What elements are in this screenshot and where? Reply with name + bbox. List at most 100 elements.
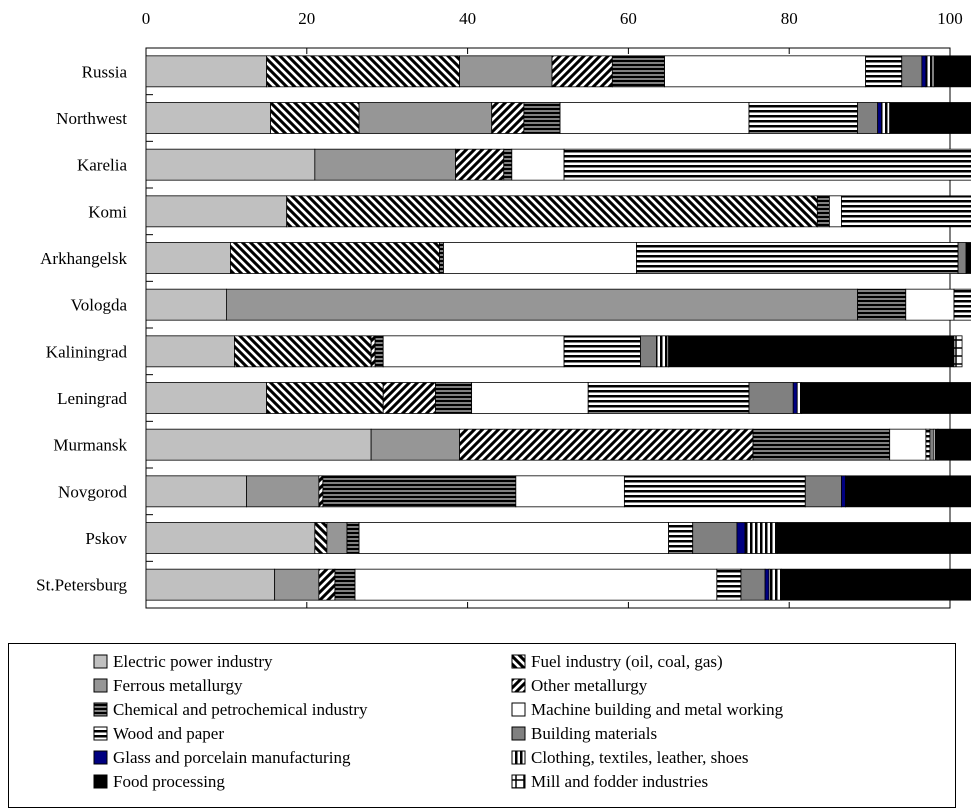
bar-segment-wood-and-paper <box>841 195 971 228</box>
bar-segment-machine-building-and-metal-working <box>511 148 565 181</box>
bar-segment-fuel-industry-oil-coal-gas <box>230 242 440 274</box>
bar-segment-wood-and-paper <box>587 382 750 414</box>
x-tick-label: 40 <box>459 9 476 28</box>
bar-segment-ferrous-metallurgy <box>358 102 493 134</box>
bar-segment-glass-and-porcelain-manufacturing <box>736 522 746 554</box>
category-label: Kaliningrad <box>46 342 128 361</box>
bar-segment-clothing-textiles-leather-shoes <box>881 102 891 134</box>
bar-segment-clothing-textiles-leather-shoes <box>796 382 802 414</box>
bar-segment-chemical-and-petrochemical-industry <box>334 568 356 601</box>
x-tick-label: 0 <box>142 9 151 28</box>
category-label: Russia <box>82 62 128 81</box>
bar-segment-machine-building-and-metal-working <box>515 475 625 508</box>
bar-segment-chemical-and-petrochemical-industry <box>611 55 665 88</box>
bar-segment-machine-building-and-metal-working <box>471 382 589 414</box>
bar-segment-machine-building-and-metal-working <box>354 568 718 601</box>
bar-segment-ferrous-metallurgy <box>246 475 320 508</box>
category-label: Murmansk <box>53 436 127 455</box>
bar-segment-other-metallurgy <box>551 55 613 88</box>
bar-segment-ferrous-metallurgy <box>370 428 460 461</box>
bar-segment-building-materials <box>740 568 766 601</box>
bar-segment-wood-and-paper <box>623 475 806 508</box>
bar-segment-other-metallurgy <box>491 102 525 134</box>
axis-layer <box>145 47 951 609</box>
bar-segment-building-materials <box>640 335 657 368</box>
bar-segment-chemical-and-petrochemical-industry <box>752 428 891 461</box>
bar-segment-food-processing <box>933 55 971 88</box>
bar-segment-wood-and-paper <box>636 242 959 274</box>
bar-segment-clothing-textiles-leather-shoes <box>933 428 939 461</box>
bar-segment-building-materials <box>957 242 967 274</box>
bar-segment-wood-and-paper <box>716 568 742 601</box>
bar-segment-wood-and-paper <box>865 55 903 88</box>
bar-segment-other-metallurgy <box>382 382 436 414</box>
category-label: Northwest <box>56 109 127 128</box>
bar-segment-clothing-textiles-leather-shoes <box>656 335 669 368</box>
category-label: Arkhangelsk <box>40 249 127 268</box>
bar-segment-chemical-and-petrochemical-industry <box>857 288 907 321</box>
x-tick-label: 80 <box>781 9 798 28</box>
bar-segment-machine-building-and-metal-working <box>829 195 842 228</box>
bar-segment-building-materials <box>748 382 794 414</box>
bar-segment-other-metallurgy <box>370 335 376 368</box>
bar-segment-food-processing <box>965 242 971 274</box>
bar-segment-machine-building-and-metal-working <box>905 288 955 321</box>
bar-segment-chemical-and-petrochemical-industry <box>435 382 473 414</box>
x-tick-label: 100 <box>937 9 963 28</box>
bar-segment-ferrous-metallurgy <box>326 522 348 554</box>
bar-segment-food-processing <box>668 335 955 368</box>
category-label: Vologda <box>71 296 128 315</box>
bar-segment-fuel-industry-oil-coal-gas <box>286 195 818 228</box>
labels-layer: 0 20 40 60 80 100 Russia Northwest Karelia Komi Ar… <box>36 9 963 595</box>
bar-segment-chemical-and-petrochemical-industry <box>346 522 360 554</box>
bar-segment-electric-power-industry <box>145 102 272 134</box>
bar-segment-clothing-textiles-leather-shoes <box>744 522 778 554</box>
bar-segment-machine-building-and-metal-working <box>443 242 637 274</box>
bar-segment-chemical-and-petrochemical-industry <box>439 242 444 274</box>
bar-segment-food-processing <box>937 428 971 461</box>
bar-segment-ferrous-metallurgy <box>459 55 553 88</box>
bar-segment-food-processing <box>845 475 971 508</box>
bar-segment-wood-and-paper <box>668 522 694 554</box>
bar-segment-building-materials <box>857 102 879 134</box>
bar-segment-machine-building-and-metal-working <box>889 428 927 461</box>
bar-segment-electric-power-industry <box>145 242 231 274</box>
category-label: Leningrad <box>57 389 127 408</box>
category-label: Karelia <box>77 156 127 175</box>
x-tick-label: 20 <box>298 9 315 28</box>
bar-segment-ferrous-metallurgy <box>225 288 858 321</box>
bar-segment-glass-and-porcelain-manufacturing <box>921 55 927 88</box>
bar-segment-electric-power-industry <box>145 522 316 554</box>
bar-segment-other-metallurgy <box>459 428 754 461</box>
bar-segment-electric-power-industry <box>145 148 316 181</box>
bar-segment-chemical-and-petrochemical-industry <box>816 195 830 228</box>
bar-segment-building-materials <box>692 522 738 554</box>
bars-layer <box>145 55 971 601</box>
bar-segment-electric-power-industry <box>145 195 288 228</box>
bar-segment-electric-power-industry <box>145 475 247 508</box>
bar-segment-fuel-industry-oil-coal-gas <box>266 55 460 88</box>
bar-segment-food-processing <box>889 102 971 134</box>
bar-segment-food-processing <box>800 382 971 414</box>
bar-segment-chemical-and-petrochemical-industry <box>374 335 384 368</box>
bar-segment-fuel-industry-oil-coal-gas <box>234 335 372 368</box>
bar-segment-clothing-textiles-leather-shoes <box>925 55 935 88</box>
bar-segment-fuel-industry-oil-coal-gas <box>270 102 360 134</box>
bar-segment-wood-and-paper <box>563 148 971 181</box>
bar-segment-other-metallurgy <box>455 148 505 181</box>
bar-segment-food-processing <box>780 568 971 601</box>
bar-segment-clothing-textiles-leather-shoes <box>768 568 782 601</box>
bar-segment-electric-power-industry <box>145 568 276 601</box>
bar-segment-glass-and-porcelain-manufacturing <box>764 568 770 601</box>
bar-segment-building-materials <box>929 428 935 461</box>
bar-segment-building-materials <box>804 475 842 508</box>
bar-segment-ferrous-metallurgy <box>274 568 320 601</box>
bar-segment-electric-power-industry <box>145 335 235 368</box>
bar-segment-chemical-and-petrochemical-industry <box>503 148 513 181</box>
bar-segment-fuel-industry-oil-coal-gas <box>314 522 328 554</box>
bar-segment-electric-power-industry <box>145 55 267 88</box>
bar-segment-machine-building-and-metal-working <box>559 102 750 134</box>
bar-segment-fuel-industry-oil-coal-gas <box>266 382 384 414</box>
legend <box>8 643 956 808</box>
